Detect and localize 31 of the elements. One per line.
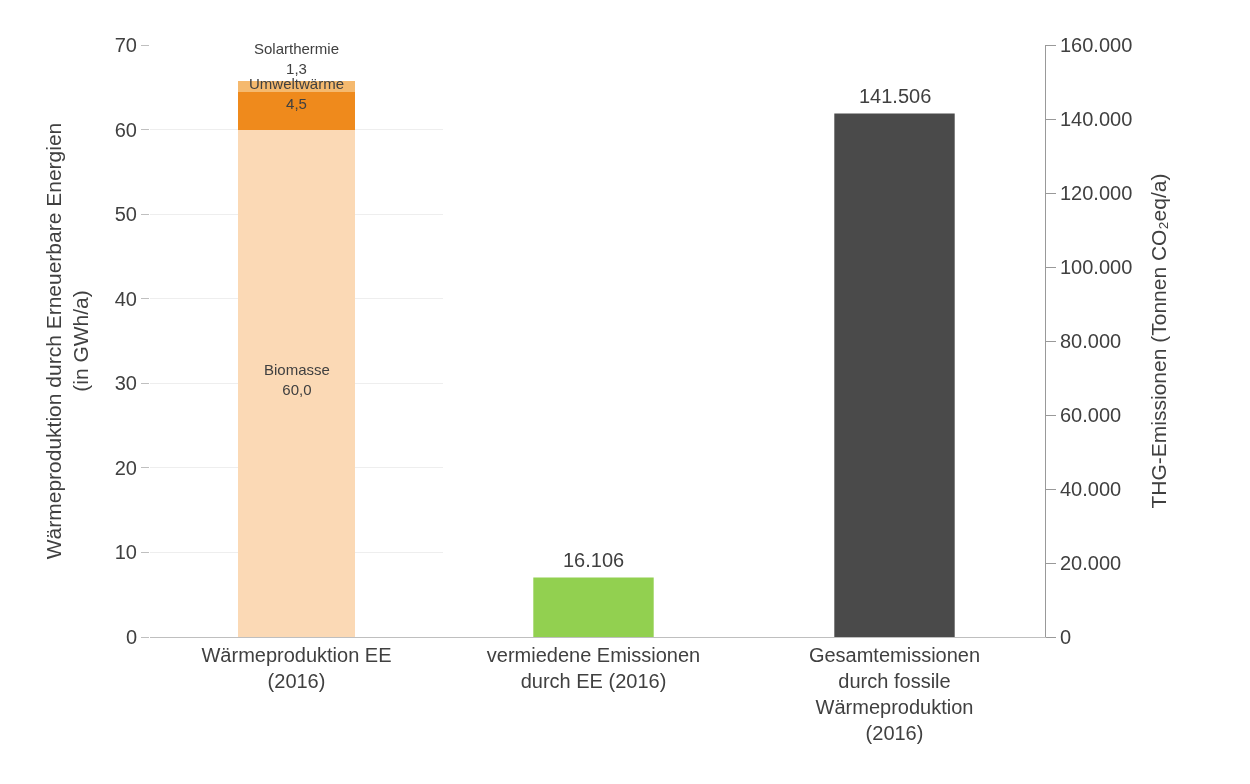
series-label: Solarthermie bbox=[254, 40, 340, 57]
y-tick-label: 20 bbox=[114, 456, 137, 479]
y2-tick-label: 120.000 bbox=[1060, 182, 1133, 204]
y-tick-label: 70 bbox=[114, 34, 137, 56]
x-tick-label: Wärmeproduktion EE (2016) bbox=[201, 644, 392, 692]
data-label: 16.106 bbox=[563, 549, 625, 571]
y-tick-label: 0 bbox=[125, 626, 137, 648]
y2-tick-label: 40.000 bbox=[1060, 478, 1122, 500]
y-tick-label: 30 bbox=[114, 372, 137, 395]
y2-tick-label: 160.000 bbox=[1060, 34, 1133, 56]
y2-axis-title: THG-Emissionen (Tonnen CO₂eq/a) bbox=[1147, 173, 1171, 509]
bar bbox=[237, 91, 356, 130]
x-tick-label: vermiedene Emissionen durch EE (2016) bbox=[486, 644, 701, 692]
data-label: 60,0 bbox=[282, 380, 312, 398]
y-tick-label: 10 bbox=[114, 541, 137, 564]
y2-tick-label: 140.000 bbox=[1060, 108, 1133, 130]
y-axis-title: Wärmeproduktion durch Erneuerbare Energien (in GWh/a) bbox=[41, 122, 92, 560]
data-label: 141.506 bbox=[859, 85, 932, 107]
y-tick-label: 40 bbox=[114, 287, 137, 310]
series-label: Biomasse bbox=[264, 361, 330, 378]
data-label: 1,3 bbox=[286, 59, 307, 77]
y-tick-label: 60 bbox=[114, 118, 137, 141]
y2-tick-label: 100.000 bbox=[1060, 256, 1133, 278]
y2-tick-label: 0 bbox=[1060, 626, 1072, 648]
y2-tick-label: 80.000 bbox=[1060, 330, 1122, 352]
data-label: 4,5 bbox=[286, 94, 307, 112]
y2-tick-label: 60.000 bbox=[1060, 404, 1122, 426]
y2-tick-label: 20.000 bbox=[1060, 552, 1122, 574]
y-tick-label: 50 bbox=[114, 203, 137, 226]
x-tick-label: Gesamtemissionen durch fossile Wärmeproduktion (2016) bbox=[808, 644, 981, 744]
bar bbox=[237, 129, 356, 637]
